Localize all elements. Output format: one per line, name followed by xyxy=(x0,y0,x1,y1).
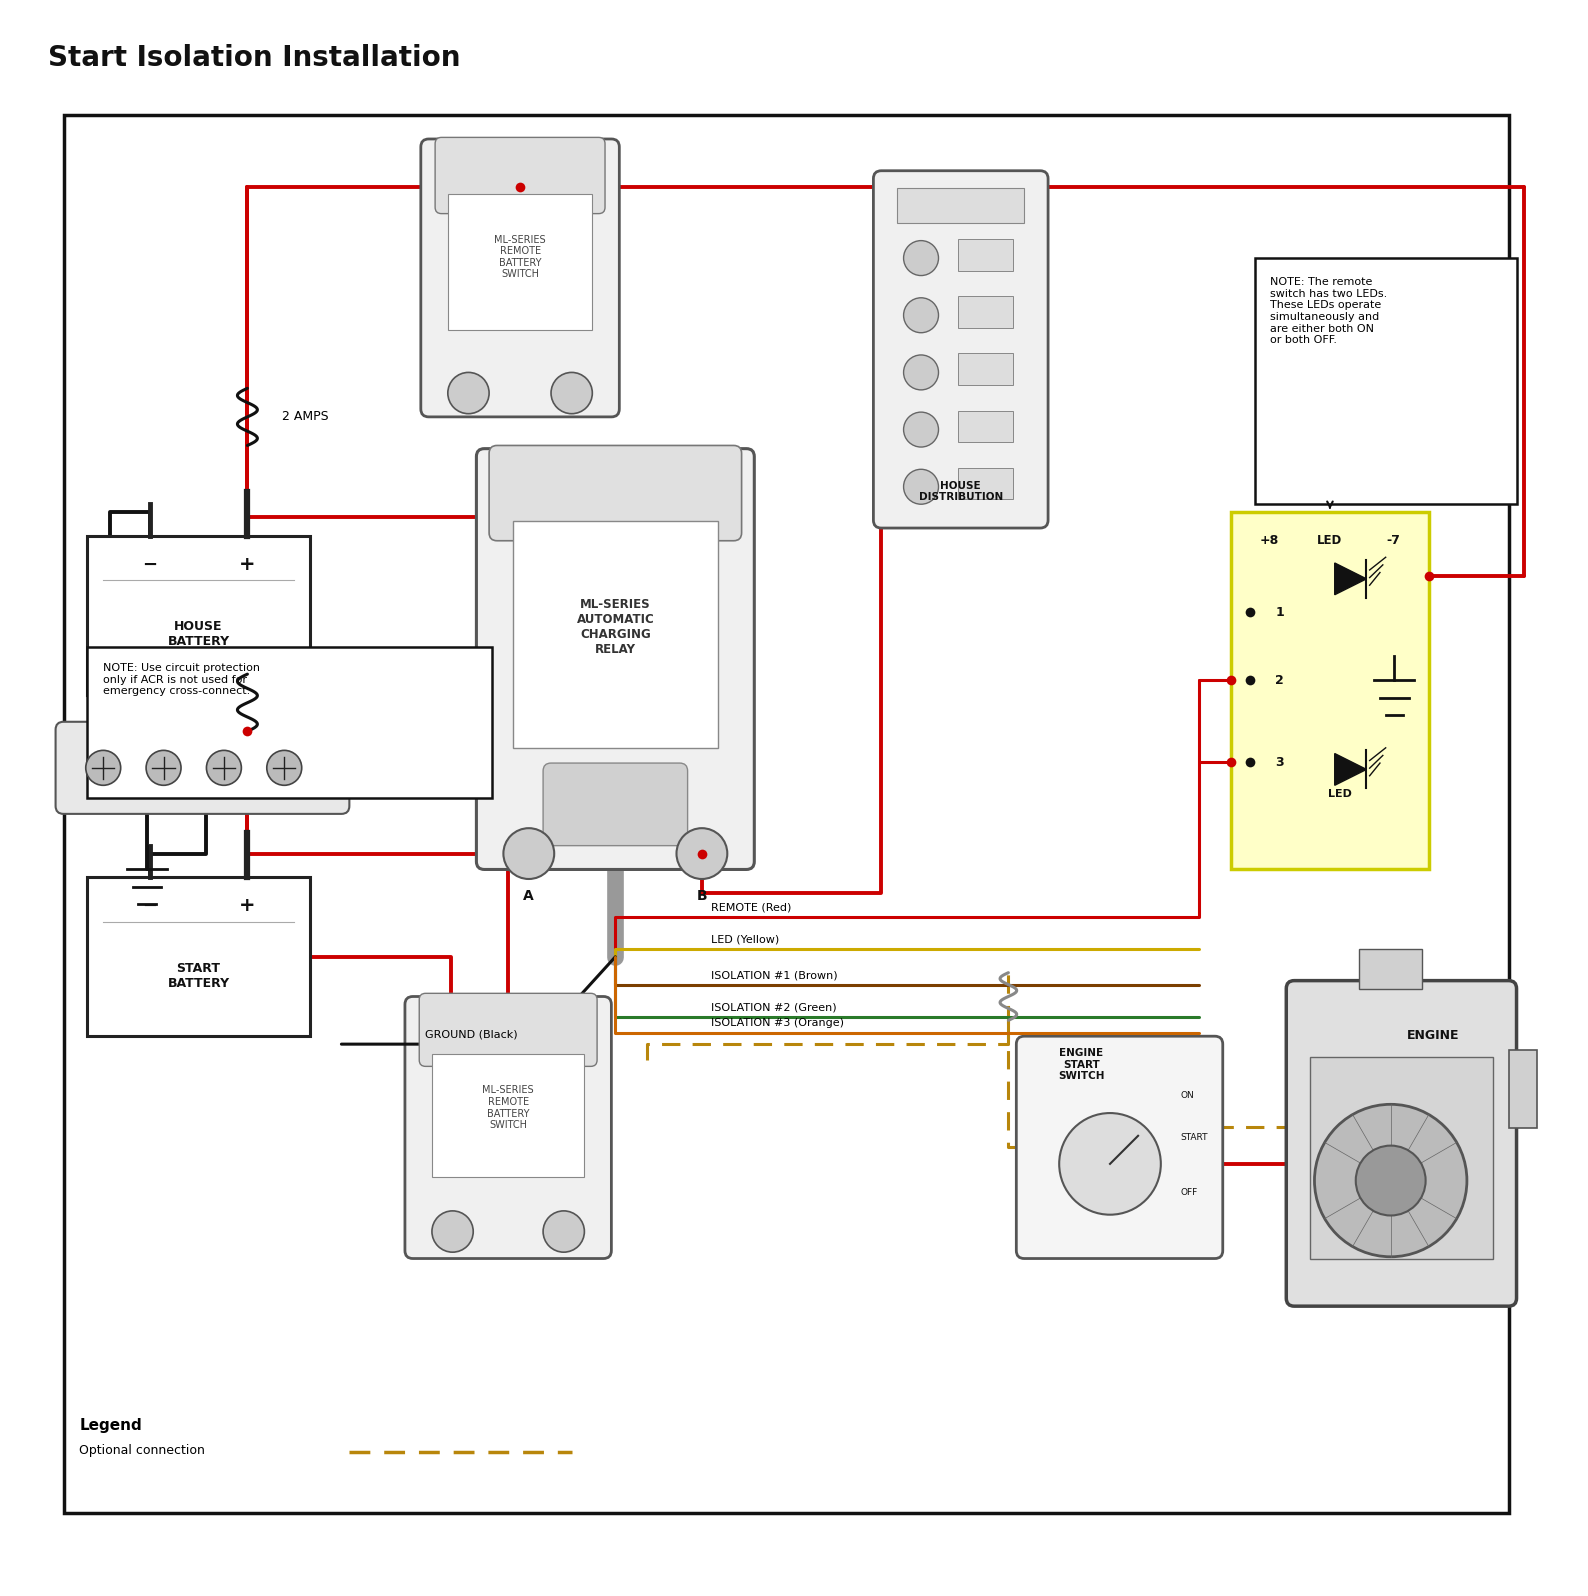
Text: +: + xyxy=(240,897,256,916)
FancyBboxPatch shape xyxy=(1255,259,1517,504)
Circle shape xyxy=(503,828,554,879)
Text: A: A xyxy=(524,889,534,903)
Circle shape xyxy=(904,354,939,389)
Circle shape xyxy=(1059,1112,1161,1215)
Circle shape xyxy=(1356,1146,1426,1216)
Text: B: B xyxy=(697,889,707,903)
Circle shape xyxy=(904,469,939,504)
FancyBboxPatch shape xyxy=(543,763,688,846)
FancyBboxPatch shape xyxy=(421,139,619,417)
FancyBboxPatch shape xyxy=(432,1053,584,1176)
Circle shape xyxy=(676,828,727,879)
FancyBboxPatch shape xyxy=(489,445,742,541)
Text: ML-SERIES
REMOTE
BATTERY
SWITCH: ML-SERIES REMOTE BATTERY SWITCH xyxy=(494,235,546,279)
Circle shape xyxy=(904,412,939,447)
FancyBboxPatch shape xyxy=(513,522,718,749)
Text: Start Isolation Installation: Start Isolation Installation xyxy=(48,43,461,72)
Text: ML-SERIES
AUTOMATIC
CHARGING
RELAY: ML-SERIES AUTOMATIC CHARGING RELAY xyxy=(576,597,654,656)
Polygon shape xyxy=(1334,753,1366,785)
Text: -7: -7 xyxy=(1386,535,1401,547)
Circle shape xyxy=(146,750,181,785)
FancyBboxPatch shape xyxy=(958,239,1013,271)
Text: START
BATTERY: START BATTERY xyxy=(167,962,230,990)
Text: GROUND (Black): GROUND (Black) xyxy=(426,1029,518,1039)
FancyBboxPatch shape xyxy=(87,878,310,1036)
Text: +: + xyxy=(240,555,256,575)
FancyBboxPatch shape xyxy=(958,297,1013,327)
Circle shape xyxy=(904,298,939,332)
Text: ML-SERIES
REMOTE
BATTERY
SWITCH: ML-SERIES REMOTE BATTERY SWITCH xyxy=(483,1085,534,1130)
Text: NOTE: The remote
switch has two LEDs.
These LEDs operate
simultaneously and
are : NOTE: The remote switch has two LEDs. Th… xyxy=(1270,278,1388,345)
FancyBboxPatch shape xyxy=(419,993,597,1066)
FancyBboxPatch shape xyxy=(448,195,592,330)
FancyBboxPatch shape xyxy=(873,171,1048,528)
FancyBboxPatch shape xyxy=(87,646,492,798)
Text: 2: 2 xyxy=(1275,674,1285,686)
Text: +8: +8 xyxy=(1259,535,1278,547)
Text: ISOLATION #3 (Orange): ISOLATION #3 (Orange) xyxy=(711,1018,843,1028)
Text: 2 AMPS: 2 AMPS xyxy=(283,410,329,423)
FancyBboxPatch shape xyxy=(958,410,1013,442)
Text: ISOLATION #2 (Green): ISOLATION #2 (Green) xyxy=(711,1002,837,1012)
FancyBboxPatch shape xyxy=(958,468,1013,500)
FancyBboxPatch shape xyxy=(1016,1036,1223,1259)
Circle shape xyxy=(432,1211,473,1253)
Text: OFF: OFF xyxy=(1180,1189,1197,1197)
Circle shape xyxy=(448,372,489,413)
Circle shape xyxy=(206,750,241,785)
Text: NOTE: Use circuit protection
only if ACR is not used for
emergency cross-connect: NOTE: Use circuit protection only if ACR… xyxy=(103,662,260,696)
FancyBboxPatch shape xyxy=(1509,1050,1537,1128)
Circle shape xyxy=(86,750,121,785)
Circle shape xyxy=(904,241,939,276)
Text: START: START xyxy=(1180,1133,1208,1141)
Text: ISOLATION #1 (Brown): ISOLATION #1 (Brown) xyxy=(711,970,837,980)
Text: −: − xyxy=(141,555,157,573)
FancyBboxPatch shape xyxy=(958,353,1013,385)
Text: Optional connection: Optional connection xyxy=(79,1444,205,1457)
Text: HOUSE
BATTERY: HOUSE BATTERY xyxy=(167,621,230,648)
Text: −: − xyxy=(141,897,157,915)
FancyBboxPatch shape xyxy=(476,448,754,870)
Circle shape xyxy=(267,750,302,785)
Text: LED (Yellow): LED (Yellow) xyxy=(711,934,778,945)
Text: HOUSE
DISTRIBUTION: HOUSE DISTRIBUTION xyxy=(918,480,1004,503)
FancyBboxPatch shape xyxy=(87,536,310,694)
FancyBboxPatch shape xyxy=(64,115,1509,1513)
Text: ENGINE
START
SWITCH: ENGINE START SWITCH xyxy=(1058,1049,1105,1082)
FancyBboxPatch shape xyxy=(435,137,605,214)
Text: ENGINE: ENGINE xyxy=(1407,1028,1459,1042)
Polygon shape xyxy=(1334,563,1366,595)
Circle shape xyxy=(1315,1104,1467,1256)
FancyBboxPatch shape xyxy=(1358,950,1421,988)
Text: LED: LED xyxy=(1318,535,1342,547)
Circle shape xyxy=(551,372,592,413)
FancyBboxPatch shape xyxy=(1286,980,1517,1306)
Text: ON: ON xyxy=(1180,1092,1194,1100)
Text: 3: 3 xyxy=(1275,757,1283,769)
Text: 1: 1 xyxy=(1275,606,1285,619)
Text: Legend: Legend xyxy=(79,1419,143,1433)
Circle shape xyxy=(543,1211,584,1253)
FancyBboxPatch shape xyxy=(56,721,349,814)
Text: REMOTE (Red): REMOTE (Red) xyxy=(711,902,791,913)
FancyBboxPatch shape xyxy=(405,996,611,1259)
FancyBboxPatch shape xyxy=(897,188,1024,223)
Text: LED: LED xyxy=(1328,790,1351,800)
FancyBboxPatch shape xyxy=(1310,1057,1493,1259)
FancyBboxPatch shape xyxy=(1231,512,1429,870)
